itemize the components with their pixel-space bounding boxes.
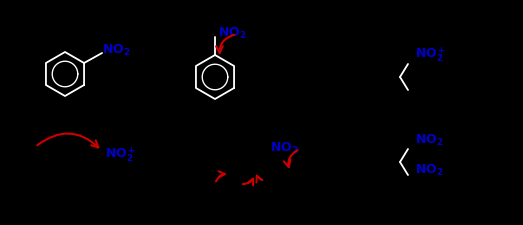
- Text: $\mathbf{NO_2^+}$: $\mathbf{NO_2^+}$: [105, 145, 137, 164]
- Text: $\mathbf{NO_2}$: $\mathbf{NO_2}$: [415, 132, 444, 147]
- Text: $\mathbf{NO_2}$: $\mathbf{NO_2}$: [218, 25, 246, 40]
- Text: $\mathbf{NO_2^+}$: $\mathbf{NO_2^+}$: [415, 45, 446, 64]
- Text: $\mathbf{NO_2}$: $\mathbf{NO_2}$: [270, 140, 299, 155]
- Text: $\mathbf{NO_2}$: $\mathbf{NO_2}$: [415, 162, 444, 177]
- Text: $\mathbf{NO_2}$: $\mathbf{NO_2}$: [102, 42, 131, 57]
